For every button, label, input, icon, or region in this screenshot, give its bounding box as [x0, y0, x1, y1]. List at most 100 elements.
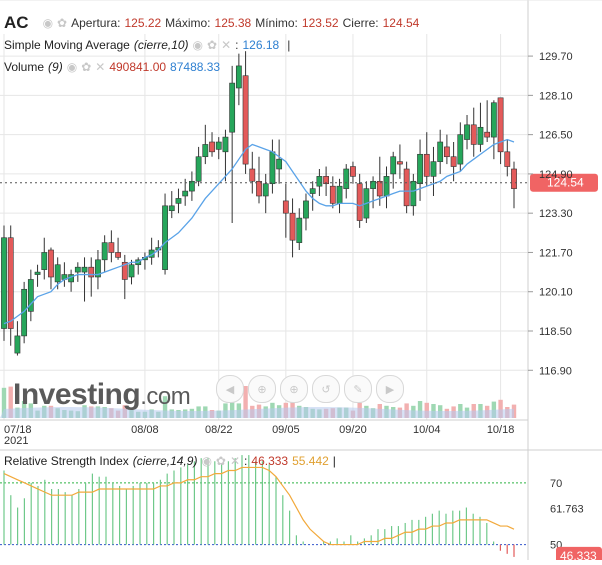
- candle-body: [497, 97, 504, 153]
- candle-body: [464, 124, 470, 140]
- candle-body: [48, 249, 54, 278]
- reset-icon[interactable]: ↺: [312, 375, 340, 403]
- x-tick-label: 09/20: [339, 424, 367, 436]
- candle-body: [235, 65, 242, 89]
- volume-bar: [162, 396, 168, 418]
- gear-icon[interactable]: ✿: [215, 454, 226, 468]
- candle-body: [450, 156, 457, 167]
- candle-body: [215, 141, 222, 150]
- rsi-value: 46.333: [251, 454, 289, 468]
- close-icon[interactable]: ✕: [95, 60, 106, 74]
- x-tick-label: 09/05: [272, 424, 300, 436]
- gear-icon[interactable]: ✿: [207, 38, 218, 52]
- investing-watermark: Investing.com: [13, 378, 191, 411]
- rsi-y-tick-label: 70: [550, 478, 562, 490]
- volume-legend[interactable]: Volume (9) ◉ ✿ ✕ 490841.00 87488.33: [4, 60, 220, 74]
- last-price-tag: [530, 173, 598, 192]
- candle-body: [329, 185, 336, 204]
- candle-body: [390, 156, 397, 175]
- sma-name: Simple Moving Average: [4, 38, 130, 52]
- candle-body: [370, 180, 376, 189]
- low-label: Mínimo:: [255, 16, 298, 30]
- volume-bar: [243, 386, 248, 418]
- candle-body: [195, 156, 202, 182]
- y-tick-label: 120.10: [539, 287, 573, 299]
- volume-bar: [498, 399, 503, 418]
- candle-body: [108, 242, 115, 253]
- candle-body: [397, 161, 403, 165]
- y-tick-label: 128.10: [539, 90, 573, 102]
- rsi-signal-value: 55.442: [292, 454, 329, 468]
- candle-body: [222, 136, 229, 153]
- x-tick-label: 08/08: [131, 424, 159, 436]
- candle-body: [303, 200, 309, 219]
- volume-value-1: 490841.00: [109, 60, 167, 74]
- sma-params: (cierre,10): [133, 38, 189, 52]
- candle-body: [162, 205, 168, 270]
- volume-name: Volume: [4, 60, 45, 74]
- eye-icon[interactable]: ◉: [201, 454, 212, 468]
- candle-body: [423, 153, 430, 177]
- close-label: Cierre:: [342, 16, 379, 30]
- candle-body: [14, 335, 21, 354]
- last-price-label: 124.54: [547, 176, 584, 190]
- gear-icon[interactable]: ✿: [81, 60, 92, 74]
- volume-bar: [424, 402, 429, 418]
- volume-bar: [1, 387, 7, 418]
- candle-body: [81, 266, 88, 273]
- close-icon[interactable]: ✕: [221, 38, 232, 52]
- candle-body: [262, 183, 269, 197]
- candle-body: [457, 134, 464, 165]
- ohlc-legend: AC ◉ ✿ Apertura: 125.22 Máximo: 125.38 M…: [4, 13, 419, 33]
- candle-body: [27, 279, 34, 312]
- candle-body: [182, 190, 189, 197]
- candle-body: [323, 176, 330, 185]
- y-tick-label: 124.90: [539, 169, 573, 181]
- candle-body: [410, 180, 417, 207]
- chevron-left-icon[interactable]: ◀: [216, 375, 244, 403]
- volume-bar: [8, 386, 13, 418]
- candle-body: [175, 198, 182, 204]
- candle-body: [209, 141, 215, 153]
- candle-body: [88, 266, 95, 278]
- candle-body: [437, 141, 444, 162]
- sma-legend[interactable]: Simple Moving Average (cierre,10) ◉ ✿ ✕ …: [4, 38, 291, 52]
- candle-body: [430, 161, 437, 177]
- low-value: 123.52: [301, 16, 339, 30]
- rsi-legend[interactable]: Relative Strength Index (cierre,14,9) ◉ …: [4, 454, 336, 468]
- eye-icon[interactable]: ◉: [42, 16, 54, 30]
- y-tick-label: 121.70: [539, 247, 573, 259]
- candle-body: [282, 200, 289, 214]
- eye-icon[interactable]: ◉: [66, 60, 78, 74]
- crosshair-zoom-icon[interactable]: ⊕: [280, 375, 308, 403]
- candle-body: [121, 261, 128, 280]
- gear-icon[interactable]: ✿: [57, 16, 68, 30]
- crosshair-icon[interactable]: ⊕: [248, 375, 276, 403]
- close-icon[interactable]: ✕: [229, 454, 241, 468]
- legend-separator: |: [287, 38, 291, 52]
- y-tick-label: 126.50: [539, 130, 573, 142]
- candle-body: [249, 168, 256, 182]
- candle-body: [41, 252, 48, 270]
- chevron-right-icon[interactable]: ▶: [376, 375, 404, 403]
- candle-body: [242, 75, 249, 165]
- draw-icon[interactable]: ✎: [344, 375, 372, 403]
- candle-body: [511, 168, 517, 189]
- volume-bar: [417, 401, 423, 418]
- candle-body: [276, 158, 283, 170]
- sma-line: [3, 138, 515, 325]
- candle-body: [336, 185, 343, 204]
- candle-body: [470, 124, 477, 145]
- candle-body: [417, 153, 423, 185]
- eye-icon[interactable]: ◉: [192, 38, 204, 52]
- sma-value: 126.18: [242, 38, 280, 52]
- candle-body: [316, 176, 323, 187]
- high-value: 125.38: [214, 16, 252, 30]
- candle-body: [54, 264, 61, 283]
- rsi-name: Relative Strength Index: [4, 454, 129, 468]
- volume-params: (9): [48, 60, 63, 74]
- open-label: Apertura:: [71, 16, 121, 30]
- x-tick-label: 10/04: [413, 424, 441, 436]
